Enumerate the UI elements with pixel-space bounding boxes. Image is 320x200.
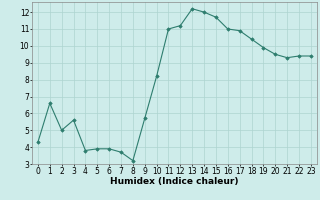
X-axis label: Humidex (Indice chaleur): Humidex (Indice chaleur) — [110, 177, 239, 186]
